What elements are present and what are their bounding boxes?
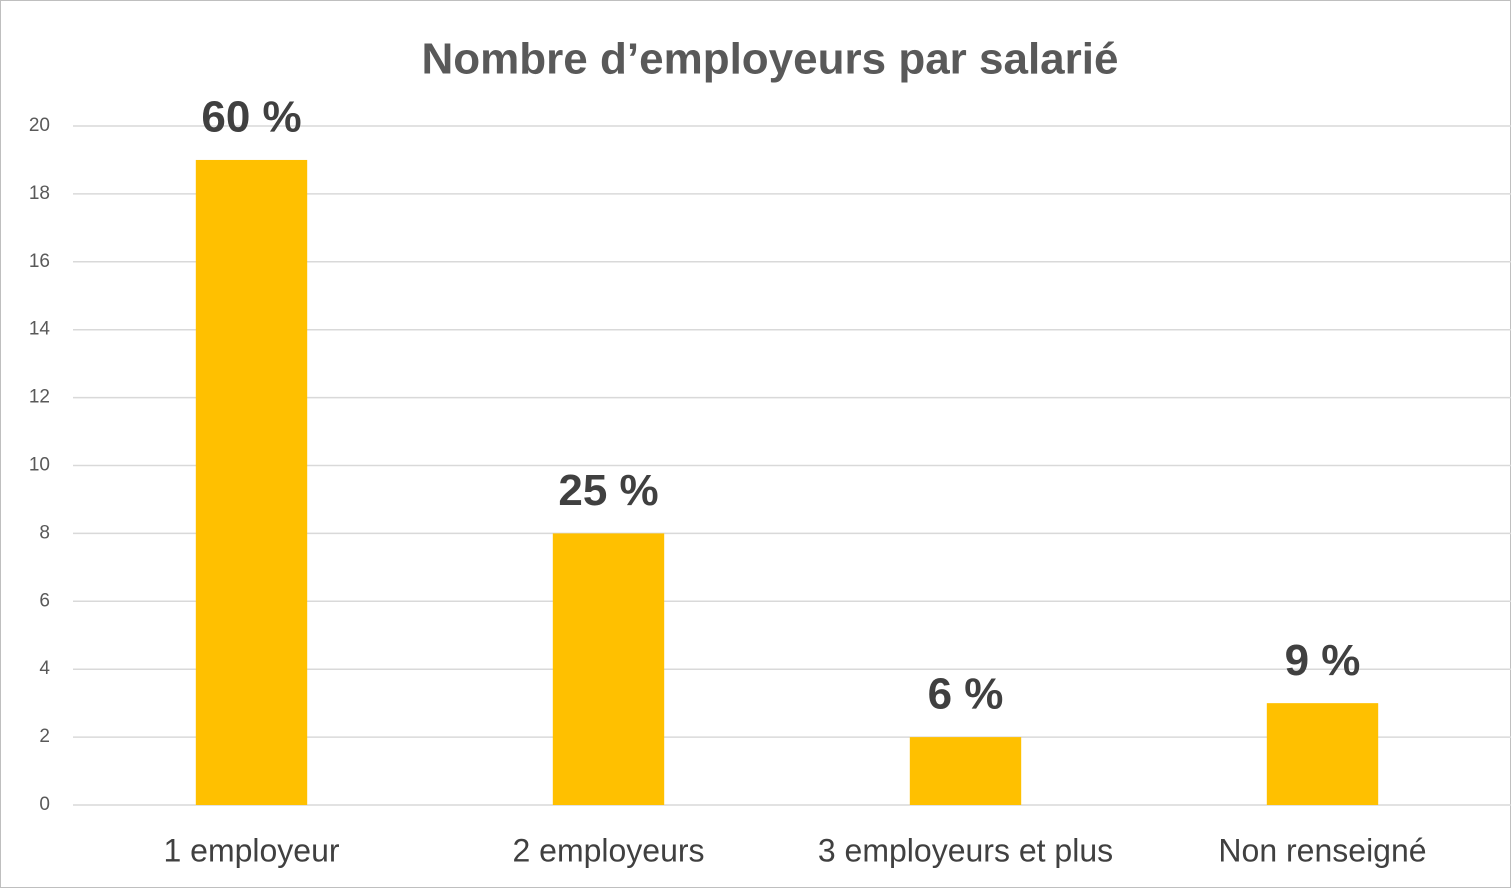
y-tick-label: 6 (39, 590, 50, 611)
data-label: 25 % (558, 466, 658, 515)
x-tick-label: Non renseigné (1218, 832, 1426, 868)
y-tick-label: 8 (39, 522, 50, 543)
bar (1266, 703, 1379, 805)
chart-title: Nombre d’employeurs par salarié (422, 35, 1119, 84)
y-tick-label: 16 (29, 251, 50, 272)
y-tick-label: 18 (29, 183, 50, 204)
data-label: 60 % (201, 93, 301, 142)
y-tick-label: 0 (39, 794, 50, 815)
bar (909, 737, 1022, 805)
y-tick-label: 10 (29, 455, 50, 476)
y-tick-label: 12 (29, 387, 50, 408)
bar (552, 533, 665, 805)
x-tick-label: 1 employeur (163, 832, 339, 868)
bar (195, 159, 308, 805)
y-tick-label: 14 (29, 319, 51, 340)
data-label: 9 % (1285, 636, 1361, 685)
y-tick-label: 4 (39, 658, 50, 679)
x-tick-label: 3 employeurs et plus (818, 832, 1113, 868)
x-tick-label: 2 employeurs (512, 832, 704, 868)
y-tick-label: 2 (39, 726, 50, 747)
data-label: 6 % (928, 670, 1004, 719)
y-tick-label: 20 (29, 115, 50, 136)
